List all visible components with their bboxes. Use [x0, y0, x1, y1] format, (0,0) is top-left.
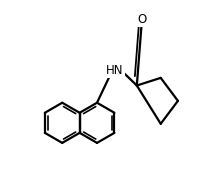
- Text: O: O: [137, 13, 146, 26]
- Text: HN: HN: [106, 64, 124, 77]
